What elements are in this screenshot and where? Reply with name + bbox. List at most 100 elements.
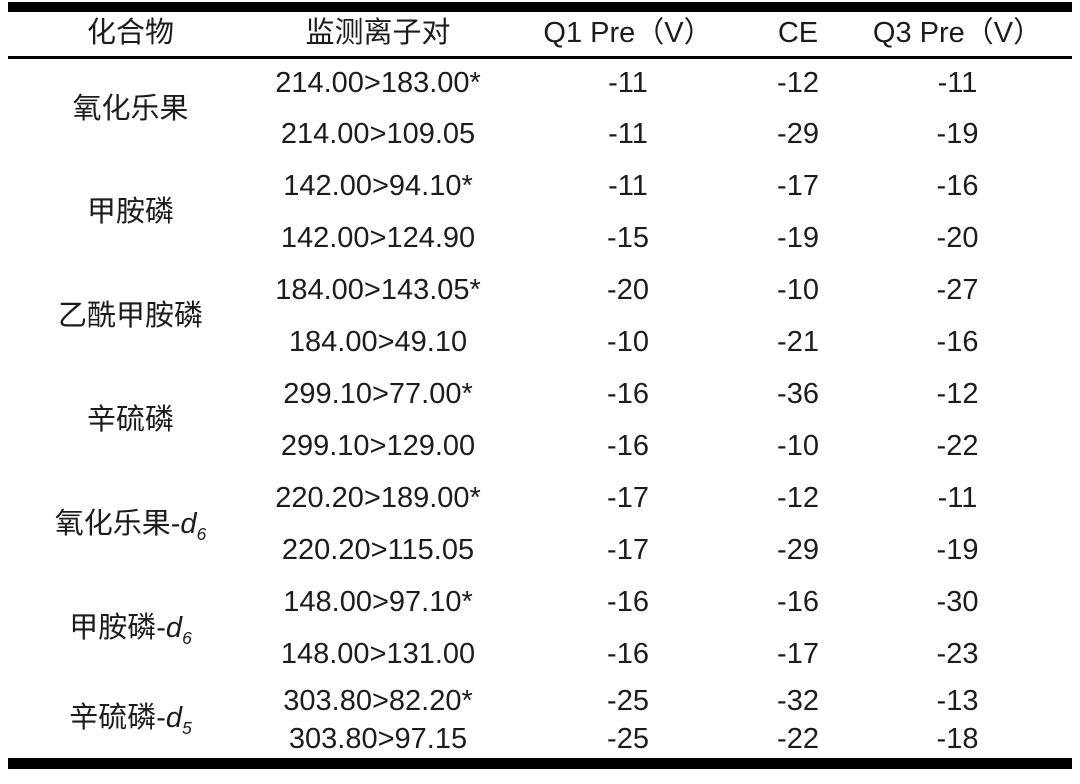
compound-cell: 氧化乐果 xyxy=(8,57,253,161)
q3-pre-cell: -16 xyxy=(936,170,979,203)
isotope-label: d xyxy=(180,508,197,541)
q1-pre-cell: -10 xyxy=(607,326,649,359)
ion-pair-cell: 220.20>115.05 xyxy=(281,534,475,567)
isotope-subscript: 6 xyxy=(182,627,192,648)
ce-cell: -22 xyxy=(777,722,819,755)
isotope-label: d xyxy=(165,612,183,645)
q3-pre-cell: -11 xyxy=(937,482,978,515)
q3-pre-cell: -11 xyxy=(937,66,978,99)
q1-pre-cell: -16 xyxy=(607,378,649,411)
ion-pair-cell: 142.00>124.90 xyxy=(280,222,476,255)
q3-pre-cell: -22 xyxy=(936,430,979,463)
compound-cell: 甲胺磷 xyxy=(8,161,253,265)
table-row: 氧化乐果-d6 220.20>189.00* -17 -12 -11 xyxy=(8,473,1072,542)
compound-cell: 甲胺磷-d6 xyxy=(8,577,253,681)
compound-name: 氧化乐果- xyxy=(54,508,181,541)
table-row: 184.00>49.10 -10 -21 -16 xyxy=(8,317,1072,369)
table-header: 化合物 监测离子对 Q1 Pre（V） CE Q3 Pre（V） xyxy=(8,7,1072,59)
column-header-compound: 化合物 xyxy=(8,7,253,59)
table-row: 辛硫磷-d5 303.80>82.20* -25 -32 -13 xyxy=(8,681,1072,737)
ion-pair-cell: 184.00>143.05* xyxy=(275,274,481,307)
ion-pair-cell: 214.00>183.00* xyxy=(275,66,481,99)
ion-pair-cell: 299.10>77.00* xyxy=(283,378,473,411)
table-row: 214.00>109.05 -11 -29 -19 xyxy=(8,109,1072,161)
ce-cell: -17 xyxy=(777,170,819,203)
column-header-q1-pre: Q1 Pre（V） xyxy=(503,7,753,59)
q3-pre-cell: -27 xyxy=(936,274,979,307)
compound-name: 甲胺磷 xyxy=(86,196,174,229)
table-body: 氧化乐果 214.00>183.00* -11 -12 -11 214.00>1… xyxy=(8,57,1072,763)
ce-cell: -21 xyxy=(777,326,819,359)
table-row: 甲胺磷-d6 148.00>97.10* -16 -16 -30 xyxy=(8,577,1072,646)
isotope-label: d xyxy=(165,702,183,735)
ce-cell: -29 xyxy=(777,534,819,567)
ion-pair-cell: 148.00>97.10* xyxy=(283,586,473,619)
q3-pre-cell: -20 xyxy=(936,222,979,255)
ion-pair-cell: 299.10>129.00 xyxy=(280,430,476,463)
q3-pre-cell: -23 xyxy=(936,638,979,671)
q3-pre-cell: -19 xyxy=(936,118,979,151)
isotope-subscript: 6 xyxy=(196,523,207,544)
ce-cell: -32 xyxy=(777,684,819,717)
q1-pre-cell: -15 xyxy=(607,222,649,255)
ce-cell: -17 xyxy=(777,638,819,671)
q1-pre-cell: -25 xyxy=(607,684,649,717)
column-header-ce: CE xyxy=(753,7,843,59)
ce-cell: -10 xyxy=(777,274,819,307)
q3-pre-cell: -19 xyxy=(936,534,979,567)
q1-pre-cell: -11 xyxy=(608,66,648,99)
q1-pre-cell: -17 xyxy=(607,534,649,567)
ion-pair-cell: 148.00>131.00 xyxy=(280,638,476,671)
column-header-ion-pair: 监测离子对 xyxy=(253,7,503,59)
ce-cell: -29 xyxy=(777,118,819,151)
ce-cell: -16 xyxy=(777,586,819,619)
table-row: 303.80>97.15 -25 -22 -18 xyxy=(8,722,1072,763)
q3-pre-cell: -16 xyxy=(936,326,979,359)
compound-name: 氧化乐果 xyxy=(72,92,189,125)
ion-pair-cell: 184.00>49.10 xyxy=(288,326,468,359)
table-row: 299.10>129.00 -16 -10 -22 xyxy=(8,421,1072,473)
q1-pre-cell: -16 xyxy=(607,430,649,463)
ion-pair-cell: 142.00>94.10* xyxy=(283,170,473,203)
compound-name: 辛硫磷- xyxy=(69,702,166,735)
isotope-subscript: 5 xyxy=(182,718,192,739)
ce-cell: -19 xyxy=(777,222,819,255)
table-row: 氧化乐果 214.00>183.00* -11 -12 -11 xyxy=(8,57,1072,125)
table-row: 220.20>115.05 -17 -29 -19 xyxy=(8,525,1072,577)
table-row: 乙酰甲胺磷 184.00>143.05* -20 -10 -27 xyxy=(8,265,1072,332)
compound-cell: 辛硫磷-d5 xyxy=(8,681,253,763)
q1-pre-cell: -11 xyxy=(608,118,648,151)
compound-cell: 辛硫磷 xyxy=(8,369,253,473)
compound-cell: 乙酰甲胺磷 xyxy=(8,265,253,369)
table-row: 甲胺磷 142.00>94.10* -11 -17 -16 xyxy=(8,161,1072,228)
q1-pre-cell: -25 xyxy=(607,722,649,755)
ce-cell: -12 xyxy=(777,482,819,515)
ion-pair-cell: 214.00>109.05 xyxy=(280,118,476,151)
ion-pair-cell: 220.20>189.00* xyxy=(275,482,481,515)
mrm-parameters-table: 化合物 监测离子对 Q1 Pre（V） CE Q3 Pre（V） 氧化乐果 21… xyxy=(8,2,1072,769)
compound-name: 乙酰甲胺磷 xyxy=(57,300,203,333)
compound-name: 甲胺磷- xyxy=(69,612,166,645)
header-row: 化合物 监测离子对 Q1 Pre（V） CE Q3 Pre（V） xyxy=(8,7,1072,59)
table-row: 142.00>124.90 -15 -19 -20 xyxy=(8,213,1072,265)
ce-cell: -10 xyxy=(777,430,819,463)
compound-cell: 氧化乐果-d6 xyxy=(8,473,253,577)
column-header-q3-pre: Q3 Pre（V） xyxy=(843,7,1072,59)
ion-pair-cell: 303.80>97.15 xyxy=(288,722,468,755)
q1-pre-cell: -17 xyxy=(607,482,649,515)
ce-cell: -12 xyxy=(777,66,819,99)
table-row: 148.00>131.00 -16 -17 -23 xyxy=(8,629,1072,681)
q1-pre-cell: -20 xyxy=(607,274,649,307)
q1-pre-cell: -16 xyxy=(607,638,649,671)
q1-pre-cell: -16 xyxy=(607,586,649,619)
ion-pair-cell: 303.80>82.20* xyxy=(283,684,473,717)
ce-cell: -36 xyxy=(777,378,819,411)
q1-pre-cell: -11 xyxy=(608,170,648,203)
q3-pre-cell: -12 xyxy=(936,378,979,411)
table-row: 辛硫磷 299.10>77.00* -16 -36 -12 xyxy=(8,369,1072,436)
q3-pre-cell: -30 xyxy=(936,586,979,619)
q3-pre-cell: -18 xyxy=(936,722,979,755)
compound-name: 辛硫磷 xyxy=(86,404,174,437)
q3-pre-cell: -13 xyxy=(936,684,979,717)
